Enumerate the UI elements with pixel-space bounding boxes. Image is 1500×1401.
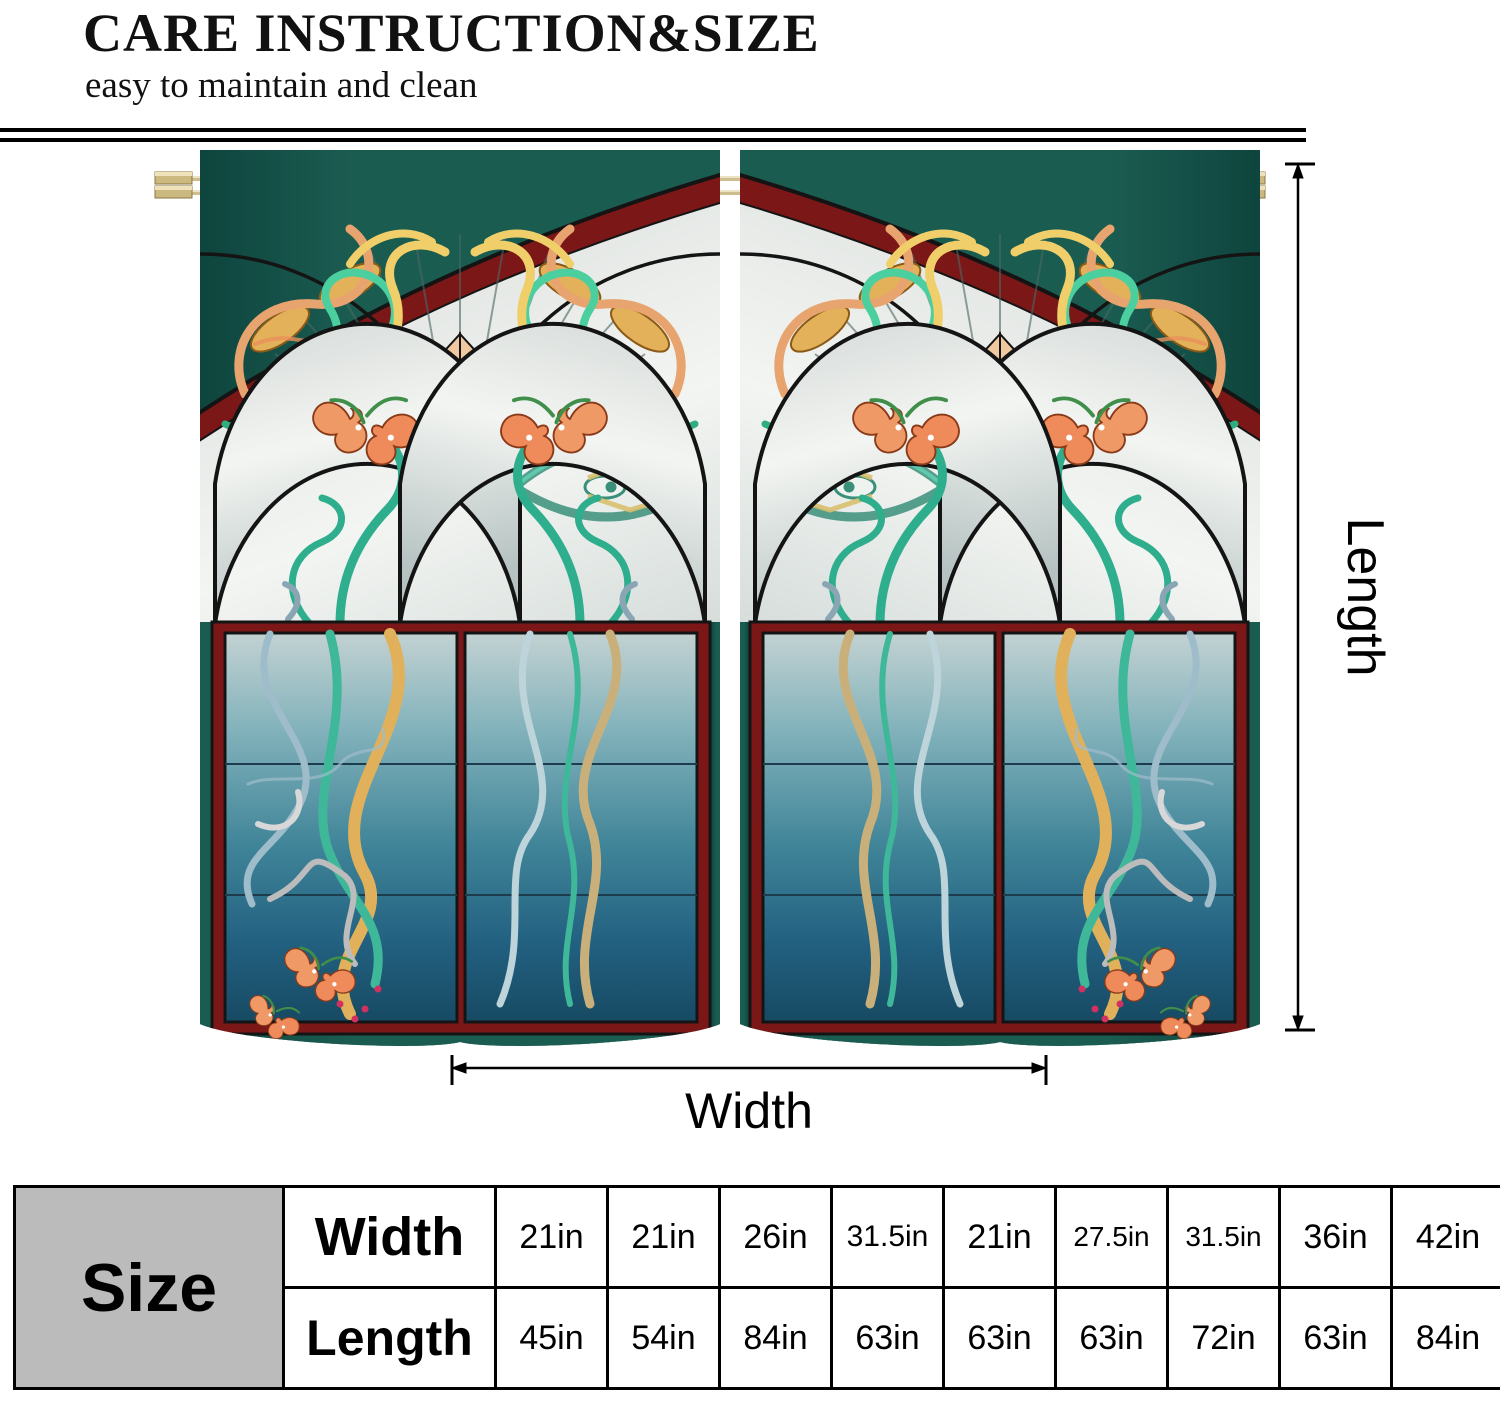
svg-text:Width: Width (685, 1083, 813, 1139)
svg-text:Length: Length (1336, 517, 1394, 676)
